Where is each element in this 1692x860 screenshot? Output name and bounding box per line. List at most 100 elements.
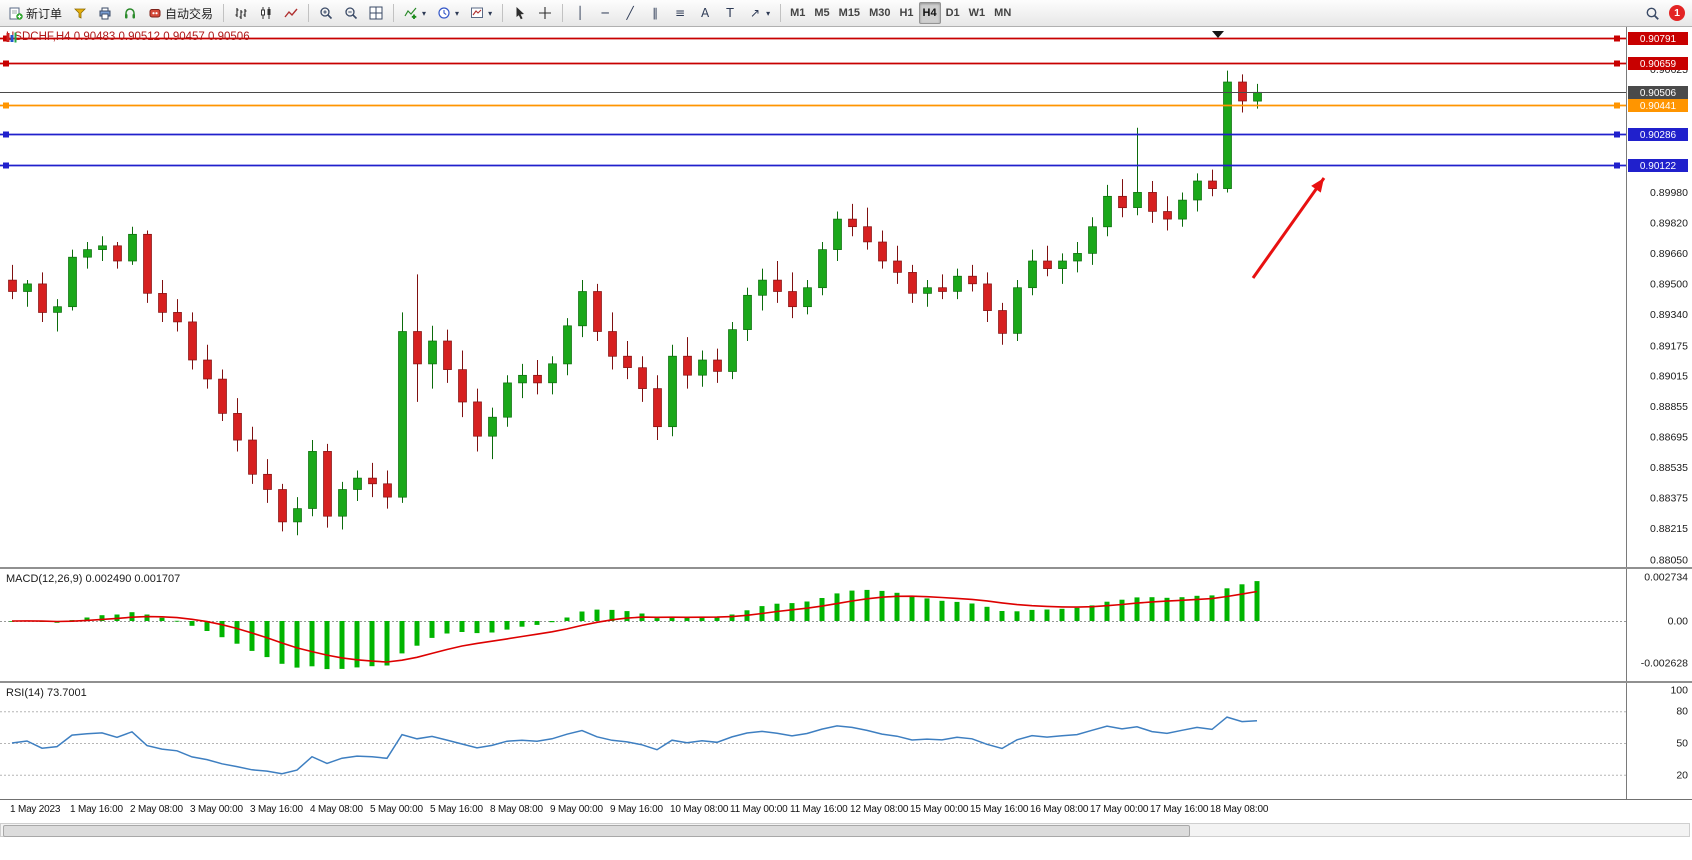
timeframe-button-d1[interactable]: D1 [942, 2, 964, 24]
zoom-out-button[interactable] [339, 2, 363, 24]
svg-text:0.90506: 0.90506 [1640, 88, 1677, 99]
time-axis-label: 3 May 16:00 [250, 804, 303, 815]
fibonacci-button[interactable]: ≡ [668, 2, 692, 24]
svg-text:0.89015: 0.89015 [1650, 371, 1688, 383]
timeframe-button-h4[interactable]: H4 [918, 2, 941, 24]
time-axis-label: 12 May 08:00 [850, 804, 909, 815]
clock-icon [438, 7, 450, 19]
autotrading-label: 自动交易 [165, 6, 214, 21]
bar-chart-button[interactable] [229, 2, 253, 24]
notification-badge[interactable]: 1 [1669, 5, 1685, 21]
timeframe-group: M1 M5 M15 M30 H1 H4 D1 W1 MN [786, 2, 1015, 24]
print-button[interactable] [93, 2, 117, 24]
level-line-1[interactable]: 0.90659 [0, 57, 1688, 70]
rsi-line [11, 716, 1258, 775]
templates-button[interactable] [465, 2, 497, 24]
level-line-5[interactable]: 0.90122 [0, 159, 1688, 172]
metaeditor-button[interactable] [68, 2, 92, 24]
tile-windows-button[interactable] [364, 2, 388, 24]
macd-panel[interactable]: 0.002734 0.00 -0.002628 [0, 569, 1692, 681]
tile-windows-icon [369, 6, 383, 20]
current-price-line[interactable]: 0.90506 [0, 86, 1688, 99]
vertical-line-icon: │ [576, 6, 584, 20]
svg-text:0.89500: 0.89500 [1650, 278, 1688, 290]
svg-text:-0.002628: -0.002628 [1641, 658, 1688, 670]
text-icon: A [700, 6, 710, 20]
level-line-4[interactable]: 0.90286 [0, 128, 1688, 141]
sound-button[interactable] [118, 2, 142, 24]
time-axis-label: 5 May 16:00 [430, 804, 483, 815]
toolbar-separator [223, 4, 225, 22]
time-axis-label: 1 May 2023 [10, 804, 61, 815]
indicators-icon [404, 7, 417, 19]
vertical-line-button[interactable]: │ [568, 2, 592, 24]
svg-text:0.89820: 0.89820 [1650, 217, 1688, 229]
time-axis-label: 2 May 08:00 [130, 804, 183, 815]
svg-text:0.88535: 0.88535 [1650, 462, 1688, 474]
time-axis-label: 17 May 00:00 [1090, 804, 1149, 815]
line-chart-button[interactable] [279, 2, 303, 24]
panel-divider[interactable] [0, 567, 1692, 569]
horizontal-scrollbar[interactable] [0, 823, 1690, 837]
svg-text:0.00: 0.00 [1668, 616, 1689, 628]
timeframe-button-m15[interactable]: M15 [835, 2, 864, 24]
channel-button[interactable]: ∥ [643, 2, 667, 24]
autotrading-button[interactable]: 自动交易 [143, 2, 218, 24]
svg-text:20: 20 [1676, 769, 1688, 781]
svg-text:0.88695: 0.88695 [1650, 432, 1688, 444]
svg-text:0.90286: 0.90286 [1640, 130, 1677, 141]
chart-shift-marker[interactable] [1212, 31, 1224, 38]
price-axis[interactable]: 0.906250.899800.898200.896600.895000.893… [1650, 64, 1688, 566]
timeframe-button-m5[interactable]: M5 [810, 2, 833, 24]
trendline-button[interactable]: ╱ [618, 2, 642, 24]
crosshair-icon [539, 7, 552, 19]
cursor-icon [516, 7, 525, 20]
time-axis-label: 5 May 00:00 [370, 804, 423, 815]
horizontal-line-button[interactable]: ─ [593, 2, 617, 24]
arrows-button[interactable]: ↗ [743, 2, 775, 24]
text-button[interactable]: A [693, 2, 717, 24]
new-order-button[interactable]: 新订单 [4, 2, 67, 24]
label-icon: T [726, 6, 734, 20]
timeframe-button-w1[interactable]: W1 [965, 2, 990, 24]
svg-text:0.90441: 0.90441 [1640, 101, 1677, 112]
search-icon [1646, 7, 1659, 20]
time-axis-label: 15 May 16:00 [970, 804, 1029, 815]
time-axis-label: 16 May 08:00 [1030, 804, 1089, 815]
timeframe-button-m30[interactable]: M30 [865, 2, 894, 24]
svg-text:0.89980: 0.89980 [1650, 187, 1688, 199]
indicators-button[interactable] [399, 2, 431, 24]
time-axis-label: 15 May 00:00 [910, 804, 969, 815]
toolbar-separator [562, 4, 564, 22]
rsi-panel[interactable]: 100 80 50 20 [0, 683, 1692, 799]
svg-text:0.90122: 0.90122 [1640, 161, 1677, 172]
timeframe-button-m1[interactable]: M1 [786, 2, 809, 24]
toolbar-separator [308, 4, 310, 22]
symbol-icon [6, 32, 17, 42]
scrollbar-thumb[interactable] [3, 825, 1190, 837]
level-line-0[interactable]: 0.90791 [0, 32, 1688, 45]
label-button[interactable]: T [718, 2, 742, 24]
toolbar-separator [502, 4, 504, 22]
toolbar: 新订单 自动交易 [0, 0, 1692, 27]
template-icon [471, 7, 484, 18]
main-chart[interactable]: 0.906250.899800.898200.896600.895000.893… [0, 27, 1692, 567]
svg-text:0.90659: 0.90659 [1640, 59, 1677, 70]
crosshair-button[interactable] [533, 2, 557, 24]
zoom-in-button[interactable] [314, 2, 338, 24]
periods-button[interactable] [432, 2, 464, 24]
candlestick-chart-button[interactable] [254, 2, 278, 24]
level-line-3[interactable]: 0.90441 [0, 99, 1688, 112]
time-axis-label: 10 May 08:00 [670, 804, 729, 815]
timeframe-button-mn[interactable]: MN [990, 2, 1015, 24]
cursor-button[interactable] [508, 2, 532, 24]
funnel-icon [74, 8, 86, 19]
time-axis-label: 1 May 16:00 [70, 804, 123, 815]
time-axis[interactable]: 1 May 2023 1 May 16:00 2 May 08:00 3 May 00… [0, 799, 1692, 820]
fibonacci-icon: ≡ [675, 6, 686, 20]
svg-text:0.89175: 0.89175 [1650, 340, 1688, 352]
trend-arrow[interactable] [1251, 177, 1326, 279]
panel-divider[interactable] [0, 681, 1692, 683]
timeframe-button-h1[interactable]: H1 [895, 2, 917, 24]
search-button[interactable] [1640, 2, 1665, 24]
